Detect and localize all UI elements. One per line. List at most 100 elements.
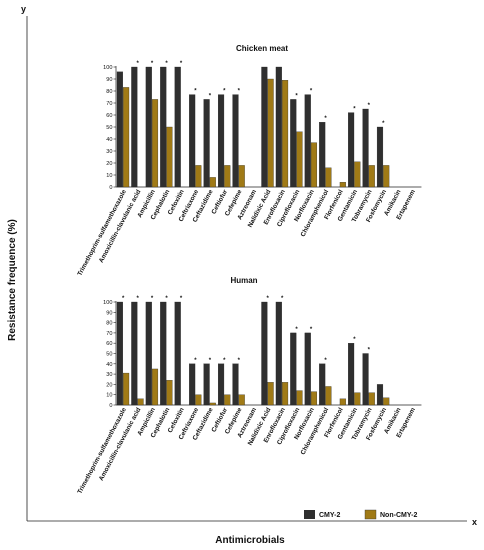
significance-marker: * xyxy=(194,89,197,95)
bar-noncmy2 xyxy=(339,182,346,188)
bar-cmy2 xyxy=(174,66,181,188)
bar-noncmy2 xyxy=(224,165,231,188)
y-tick-label: 10 xyxy=(106,173,112,179)
bar-noncmy2 xyxy=(195,165,202,188)
bar-cmy2 xyxy=(290,99,297,188)
bar-noncmy2 xyxy=(166,380,173,406)
x-axis-title: Antimicrobials xyxy=(215,535,285,546)
bar-cmy2 xyxy=(261,66,268,188)
x-axis-letter: x xyxy=(472,517,477,527)
bar-cmy2 xyxy=(131,66,138,188)
legend-swatch-cmy2 xyxy=(304,510,315,519)
bar-cmy2 xyxy=(362,353,369,406)
legend-label-cmy2: CMY-2 xyxy=(319,512,341,519)
significance-marker: * xyxy=(180,61,183,67)
significance-marker: * xyxy=(165,296,168,302)
significance-marker: * xyxy=(382,121,385,127)
significance-marker: * xyxy=(281,296,284,302)
y-tick-label: 50 xyxy=(106,125,112,131)
bar-noncmy2 xyxy=(296,390,303,406)
significance-marker: * xyxy=(324,358,327,364)
bar-cmy2 xyxy=(160,66,167,188)
bar-noncmy2 xyxy=(354,392,361,406)
significance-marker: * xyxy=(223,89,226,95)
y-tick-label: 90 xyxy=(106,77,112,83)
y-tick-label: 0 xyxy=(109,185,112,191)
legend: CMY-2 Non-CMY-2 xyxy=(304,509,417,520)
bar-noncmy2 xyxy=(368,392,375,406)
bar-noncmy2 xyxy=(166,126,173,188)
y-tick-label: 20 xyxy=(106,382,112,388)
y-tick-label: 20 xyxy=(106,161,112,167)
y-tick-label: 70 xyxy=(106,101,112,107)
bar-noncmy2 xyxy=(151,368,159,406)
bar-cmy2 xyxy=(275,301,282,406)
y-tick-label: 40 xyxy=(106,362,112,368)
bar-cmy2 xyxy=(319,122,326,188)
y-tick-label: 70 xyxy=(106,331,112,337)
significance-marker: * xyxy=(209,358,212,364)
bar-noncmy2 xyxy=(123,87,130,188)
panel-title-human: Human xyxy=(230,276,257,285)
bar-noncmy2 xyxy=(296,131,303,188)
bar-cmy2 xyxy=(232,363,239,406)
significance-marker: * xyxy=(223,358,226,364)
panel-title-chicken-meat: Chicken meat xyxy=(236,44,288,53)
y-axis-title: Resistance frequence (%) xyxy=(7,219,18,341)
significance-marker: * xyxy=(353,107,356,113)
significance-marker: * xyxy=(209,93,212,99)
significance-marker: * xyxy=(151,296,154,302)
significance-marker: * xyxy=(310,327,313,333)
bar-cmy2 xyxy=(189,363,196,406)
bar-cmy2 xyxy=(348,112,355,188)
bar-cmy2 xyxy=(261,301,268,406)
human-panel: Human 0 10 20 30 40 50 60 70 80 90 100 * * * * * * * * * * * *… xyxy=(76,276,422,495)
y-tick-label: 0 xyxy=(109,403,112,409)
bar-cmy2 xyxy=(304,94,311,188)
bar-noncmy2 xyxy=(224,394,231,406)
bar-noncmy2 xyxy=(281,80,289,188)
significance-marker: * xyxy=(368,103,371,109)
significance-marker: * xyxy=(324,116,327,122)
y-tick-label: 100 xyxy=(103,300,112,306)
bar-cmy2 xyxy=(116,71,123,188)
bar-cmy2 xyxy=(290,332,297,406)
bar-cmy2 xyxy=(376,384,384,406)
bar-noncmy2 xyxy=(383,165,390,188)
bar-cmy2 xyxy=(116,301,123,406)
bar-noncmy2 xyxy=(267,78,274,188)
bar-cmy2 xyxy=(203,363,210,406)
significance-marker: * xyxy=(136,61,139,67)
y-tick-label: 60 xyxy=(106,341,112,347)
bar-noncmy2 xyxy=(137,398,144,406)
bar-cmy2 xyxy=(232,94,239,188)
significance-marker: * xyxy=(165,61,168,67)
y-tick-label: 40 xyxy=(106,137,112,143)
bar-noncmy2 xyxy=(209,402,216,406)
significance-marker: * xyxy=(353,337,356,343)
bar-cmy2 xyxy=(203,99,210,188)
bar-cmy2 xyxy=(160,301,167,406)
significance-marker: * xyxy=(194,358,197,364)
bar-noncmy2 xyxy=(123,372,130,406)
bar-cmy2 xyxy=(275,66,282,188)
legend-label-noncmy2: Non-CMY-2 xyxy=(380,512,417,519)
y-tick-label: 100 xyxy=(103,65,112,71)
y-tick-label: 80 xyxy=(106,321,112,327)
chicken-meat-panel: Chicken meat 0 10 20 30 40 50 60 70 80 90 100 * * * * *… xyxy=(76,44,422,277)
significance-marker: * xyxy=(295,327,298,333)
bar-noncmy2 xyxy=(383,397,390,406)
significance-marker: * xyxy=(238,358,241,364)
bar-noncmy2 xyxy=(238,394,245,406)
bar-noncmy2 xyxy=(368,165,375,188)
bar-cmy2 xyxy=(348,343,355,406)
y-tick-label: 30 xyxy=(106,149,112,155)
significance-marker: * xyxy=(267,296,270,302)
significance-marker: * xyxy=(151,61,154,67)
y-tick-label: 50 xyxy=(106,352,112,358)
significance-marker: * xyxy=(136,296,139,302)
bar-noncmy2 xyxy=(325,386,332,406)
bar-noncmy2 xyxy=(339,398,346,406)
bar-noncmy2 xyxy=(238,165,245,188)
bar-noncmy2 xyxy=(281,382,289,406)
